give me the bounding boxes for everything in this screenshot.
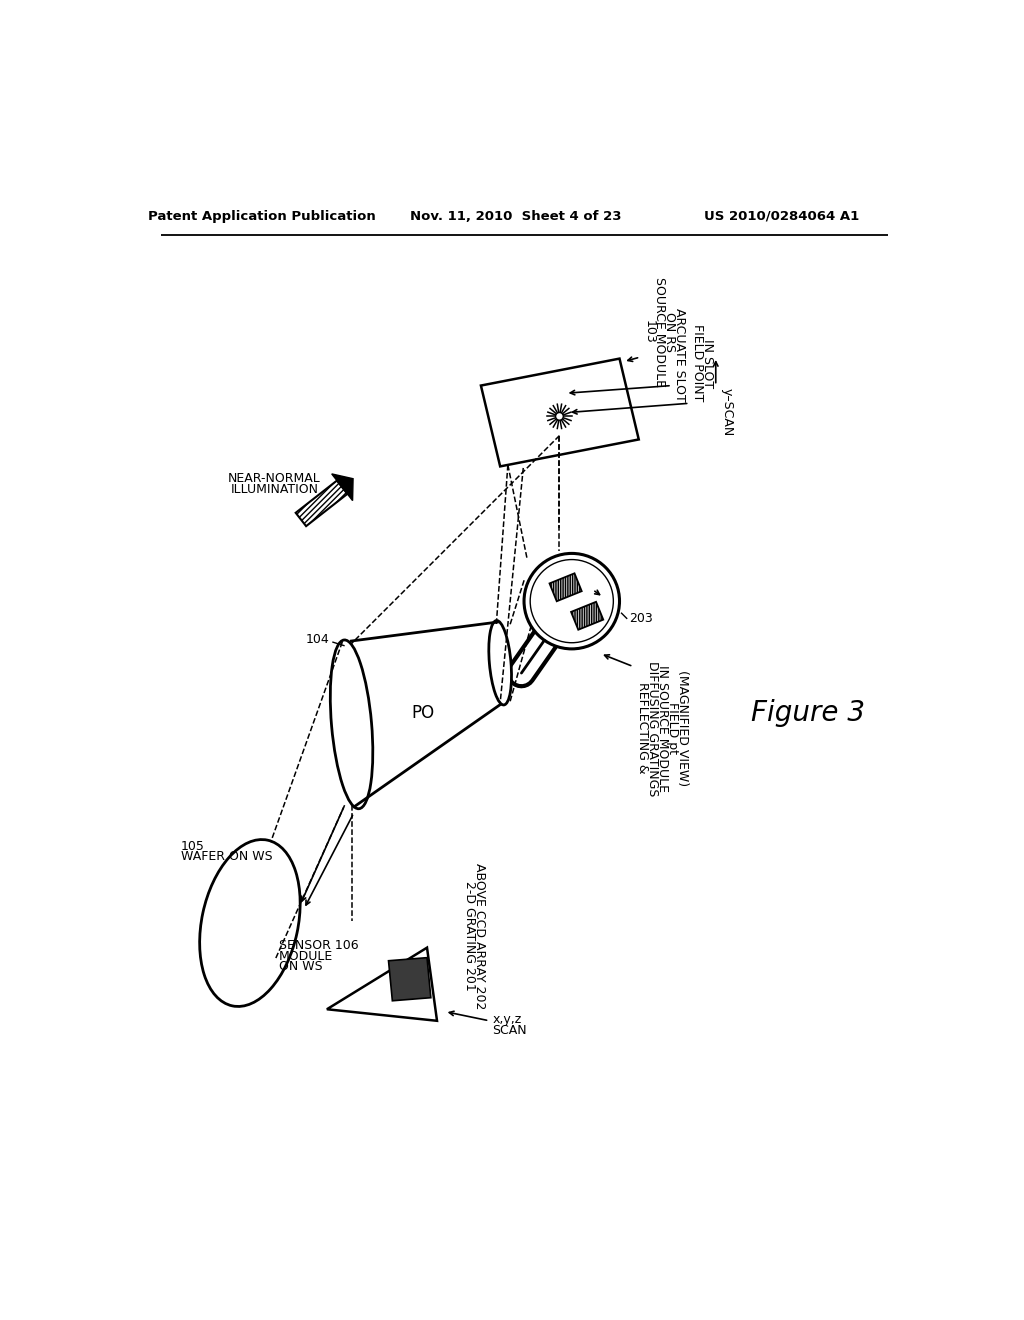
- Text: SCAN: SCAN: [493, 1023, 527, 1036]
- Polygon shape: [388, 958, 431, 1001]
- Ellipse shape: [200, 840, 300, 1006]
- Polygon shape: [332, 474, 353, 500]
- Text: y–SCAN: y–SCAN: [721, 388, 734, 437]
- Ellipse shape: [488, 620, 512, 705]
- Text: Patent Application Publication: Patent Application Publication: [147, 210, 376, 223]
- Text: DIFFUSING GRATINGS: DIFFUSING GRATINGS: [646, 660, 658, 796]
- Text: IN SLOT: IN SLOT: [701, 339, 714, 388]
- Text: (MAGNIFIED VIEW): (MAGNIFIED VIEW): [676, 671, 689, 787]
- Text: 105: 105: [180, 840, 205, 853]
- Polygon shape: [327, 948, 437, 1020]
- Text: 103: 103: [643, 319, 655, 343]
- Text: ILLUMINATION: ILLUMINATION: [230, 483, 318, 496]
- Text: x,y,z: x,y,z: [493, 1012, 521, 1026]
- Text: NEAR-NORMAL: NEAR-NORMAL: [228, 473, 321, 486]
- Text: MODULE: MODULE: [280, 949, 334, 962]
- Text: FIELD POINT: FIELD POINT: [691, 323, 705, 401]
- Text: 104: 104: [305, 634, 330, 647]
- Text: PO: PO: [412, 704, 435, 722]
- Text: SENSOR 106: SENSOR 106: [280, 939, 358, 952]
- Text: 203: 203: [630, 612, 653, 626]
- Text: US 2010/0284064 A1: US 2010/0284064 A1: [703, 210, 859, 223]
- Text: 2-D GRATING 201: 2-D GRATING 201: [463, 882, 476, 991]
- Text: ARCUATE SLOT: ARCUATE SLOT: [674, 308, 686, 401]
- Text: REFLECTING &: REFLECTING &: [636, 682, 648, 774]
- Circle shape: [556, 413, 563, 420]
- Text: ON RS: ON RS: [663, 312, 676, 351]
- Text: SOURCE MODULE: SOURCE MODULE: [652, 277, 666, 387]
- Polygon shape: [296, 480, 347, 527]
- Text: Nov. 11, 2010  Sheet 4 of 23: Nov. 11, 2010 Sheet 4 of 23: [410, 210, 622, 223]
- Text: Figure 3: Figure 3: [752, 698, 865, 727]
- Text: WAFER ON WS: WAFER ON WS: [180, 850, 272, 863]
- Text: FIELD pt: FIELD pt: [666, 702, 679, 754]
- Text: ABOVE CCD ARRAY 202: ABOVE CCD ARRAY 202: [473, 863, 486, 1010]
- Polygon shape: [571, 602, 603, 630]
- Circle shape: [524, 553, 620, 649]
- Circle shape: [530, 560, 613, 643]
- Polygon shape: [550, 573, 582, 602]
- Ellipse shape: [331, 640, 373, 809]
- Text: IN SOURCE MODULE: IN SOURCE MODULE: [655, 665, 669, 792]
- Polygon shape: [481, 359, 639, 466]
- Text: ON WS: ON WS: [280, 961, 323, 973]
